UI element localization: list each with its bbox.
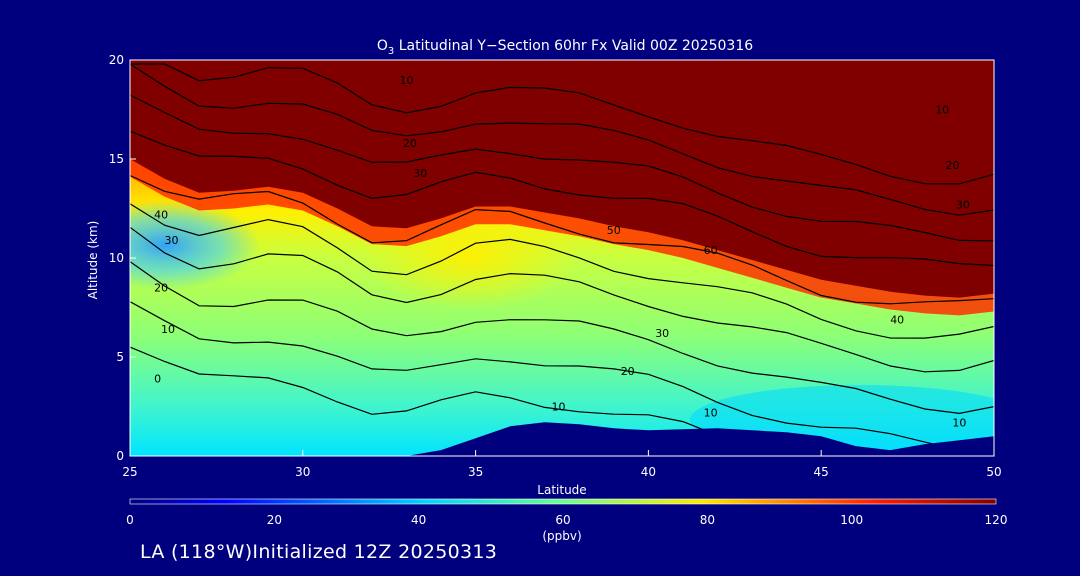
contour-label: 10 xyxy=(552,401,566,414)
colorbar xyxy=(129,498,997,505)
contour-label: 10 xyxy=(704,406,718,419)
contour-label: 20 xyxy=(946,159,960,172)
colorbar-tick-label: 20 xyxy=(267,513,282,527)
x-tick-label: 40 xyxy=(641,465,656,479)
contour-label: 30 xyxy=(165,234,179,247)
x-tick-label: 30 xyxy=(295,465,310,479)
title-prefix: O xyxy=(377,38,388,54)
y-tick-label: 15 xyxy=(109,152,124,166)
x-tick-label: 35 xyxy=(468,465,483,479)
plot-area: 10 10 0 20 30 40 30 40 20 10 10 50 60 30 20 10 10 20 30 xyxy=(130,60,994,456)
x-tick-label: 25 xyxy=(122,465,137,479)
contour-line xyxy=(130,130,994,267)
contour-line xyxy=(130,63,994,185)
footer-initialization: LA (118°W)Initialized 12Z 20250313 xyxy=(140,541,498,563)
low-ozone-region-west xyxy=(130,200,260,290)
contour-line xyxy=(130,94,994,242)
contour-label: 20 xyxy=(621,365,635,378)
x-axis: 25 30 35 40 45 50 xyxy=(122,450,1002,479)
contour-labels: 10 10 0 20 30 40 30 40 20 10 10 50 60 30 20 10 10 20 30 xyxy=(154,74,970,429)
contour-label: 20 xyxy=(403,137,417,150)
contour-line xyxy=(130,174,994,305)
title-subscript: 3 xyxy=(388,46,394,57)
contour-line xyxy=(130,203,994,339)
y-axis-label: Altitude (km) xyxy=(86,221,100,300)
colorbar-tick-label: 60 xyxy=(555,513,570,527)
contour-label: 30 xyxy=(413,167,427,180)
contour-label: 50 xyxy=(607,224,621,237)
x-axis-label: Latitude xyxy=(537,483,586,497)
contour-line xyxy=(130,301,994,451)
contour-lines xyxy=(130,63,994,453)
chart-title: O3 Latitudinal Y−Section 60hr Fx Valid 0… xyxy=(377,38,753,57)
stratospheric-ozone-region xyxy=(130,60,994,298)
contour-label: 10 xyxy=(400,74,414,87)
colorbar-unit: (ppbv) xyxy=(542,529,581,543)
contour-label: 40 xyxy=(154,208,168,221)
x-tick-label: 45 xyxy=(814,465,829,479)
y-axis: 0 5 10 15 20 xyxy=(109,53,136,463)
colorbar-tick-label: 120 xyxy=(985,513,1008,527)
contour-label: 40 xyxy=(890,313,904,326)
y-tick-label: 5 xyxy=(116,350,124,364)
contour-label: 30 xyxy=(655,327,669,340)
contour-label: 60 xyxy=(704,244,718,257)
y-tick-label: 10 xyxy=(109,251,124,265)
title-rest: Latitudinal Y−Section 60hr Fx Valid 00Z … xyxy=(394,38,753,54)
colorbar-tick-label: 100 xyxy=(840,513,863,527)
contour-line xyxy=(130,261,994,415)
contour-label: 0 xyxy=(154,373,161,386)
contour-label: 20 xyxy=(154,282,168,295)
colorbar-tick-label: 80 xyxy=(700,513,715,527)
y-tick-label: 0 xyxy=(116,449,124,463)
contour-label: 10 xyxy=(952,416,966,429)
colorbar-tick-label: 0 xyxy=(126,513,134,527)
contour-label: 30 xyxy=(956,199,970,212)
contour-label: 10 xyxy=(935,104,949,117)
x-tick-label: 50 xyxy=(986,465,1001,479)
colorbar-tick-label: 40 xyxy=(411,513,426,527)
colorbar-ticks: 0 20 40 60 80 100 120 xyxy=(126,513,1007,527)
terrain xyxy=(130,422,994,456)
contour-line xyxy=(130,63,994,216)
contour-label: 10 xyxy=(161,323,175,336)
contour-line xyxy=(130,226,994,373)
y-tick-label: 20 xyxy=(109,53,124,67)
